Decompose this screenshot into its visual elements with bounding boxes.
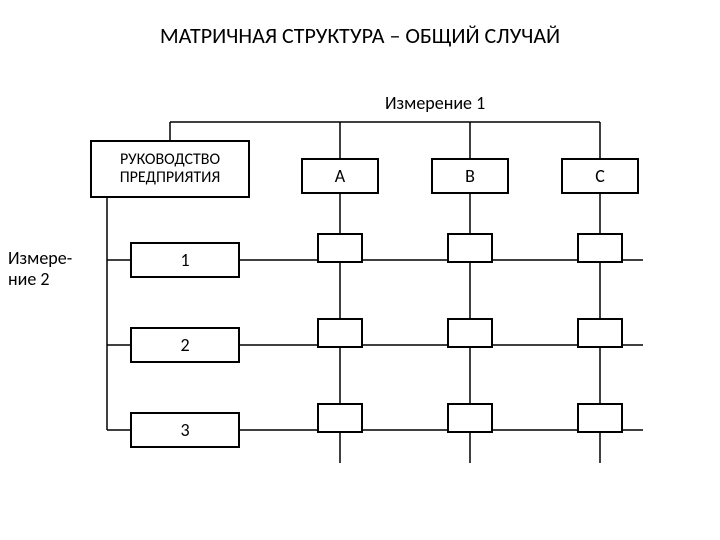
diagram-stage: МАТРИЧНАЯ СТРУКТУРА – ОБЩИЙ СЛУЧАЙ Измер…: [0, 0, 720, 540]
row-box-2: 2: [130, 327, 240, 363]
cell-1c: [577, 233, 623, 263]
cell-3c: [577, 403, 623, 433]
cell-3a: [317, 403, 363, 433]
dimension-2-label-line1: Измере-: [8, 247, 72, 269]
col-box-b: B: [431, 158, 509, 194]
col-box-c: C: [561, 158, 639, 194]
cell-3b: [447, 403, 493, 433]
cell-1b: [447, 233, 493, 263]
dimension-2-label: Измере- ние 2: [8, 248, 72, 289]
root-box: РУКОВОДСТВО ПРЕДПРИЯТИЯ: [90, 140, 250, 198]
root-line1: РУКОВОДСТВО: [120, 150, 220, 169]
diagram-title: МАТРИЧНАЯ СТРУКТУРА – ОБЩИЙ СЛУЧАЙ: [0, 22, 720, 49]
col-box-a: A: [301, 158, 379, 194]
cell-2c: [577, 318, 623, 348]
root-line2: ПРЕДПРИЯТИЯ: [120, 168, 221, 187]
dimension-2-label-line2: ние 2: [8, 268, 50, 290]
cell-2a: [317, 318, 363, 348]
cell-2b: [447, 318, 493, 348]
dimension-1-label: Измерение 1: [385, 92, 485, 114]
row-box-3: 3: [130, 412, 240, 448]
connector-lines: [0, 0, 720, 540]
row-box-1: 1: [130, 242, 240, 278]
cell-1a: [317, 233, 363, 263]
